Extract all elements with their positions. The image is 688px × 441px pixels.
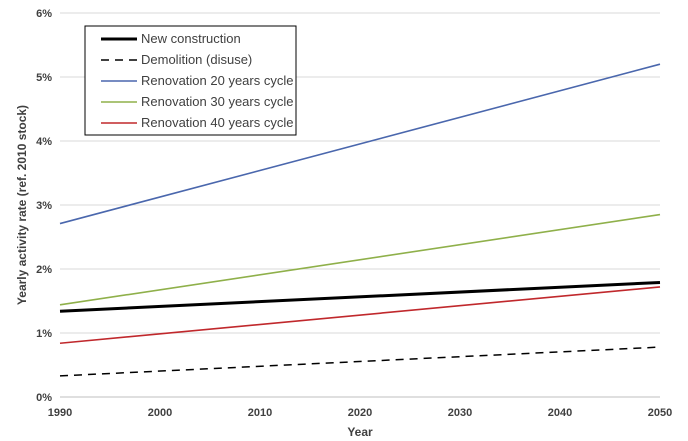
x-tick-label: 2040 bbox=[548, 407, 572, 419]
x-tick-label: 2030 bbox=[448, 407, 472, 419]
legend-label: Demolition (disuse) bbox=[141, 52, 252, 67]
y-axis-title: Yearly activity rate (ref. 2010 stock) bbox=[15, 105, 29, 305]
y-tick-label: 2% bbox=[36, 264, 52, 276]
x-tick-label: 2020 bbox=[348, 407, 372, 419]
y-tick-label: 3% bbox=[36, 200, 52, 212]
y-tick-label: 4% bbox=[36, 136, 52, 148]
series-line bbox=[59, 63, 661, 225]
x-tick-label: 2010 bbox=[248, 407, 272, 419]
y-tick-label: 6% bbox=[36, 8, 52, 20]
series-line bbox=[59, 346, 661, 377]
series-line bbox=[59, 280, 661, 313]
legend-label: Renovation 30 years cycle bbox=[141, 94, 293, 109]
x-axis-title: Year bbox=[347, 425, 373, 439]
legend-label: Renovation 20 years cycle bbox=[141, 73, 293, 88]
x-tick-labels: 1990 2000 2010 2020 2030 2040 2050 bbox=[48, 407, 672, 419]
legend-label: New construction bbox=[141, 31, 241, 46]
y-tick-label: 5% bbox=[36, 72, 52, 84]
y-tick-label: 0% bbox=[36, 392, 52, 404]
x-tick-label: 2050 bbox=[648, 407, 672, 419]
x-tick-label: 2000 bbox=[148, 407, 172, 419]
legend: New construction Demolition (disuse) Renov… bbox=[84, 25, 297, 136]
legend-label: Renovation 40 years cycle bbox=[141, 115, 293, 130]
series-line bbox=[59, 286, 661, 345]
y-tick-label: 1% bbox=[36, 328, 52, 340]
series-line bbox=[59, 213, 661, 306]
series-lines bbox=[59, 63, 661, 377]
x-tick-label: 1990 bbox=[48, 407, 72, 419]
y-tick-labels: 0% 1% 2% 3% 4% 5% 6% bbox=[36, 8, 52, 404]
